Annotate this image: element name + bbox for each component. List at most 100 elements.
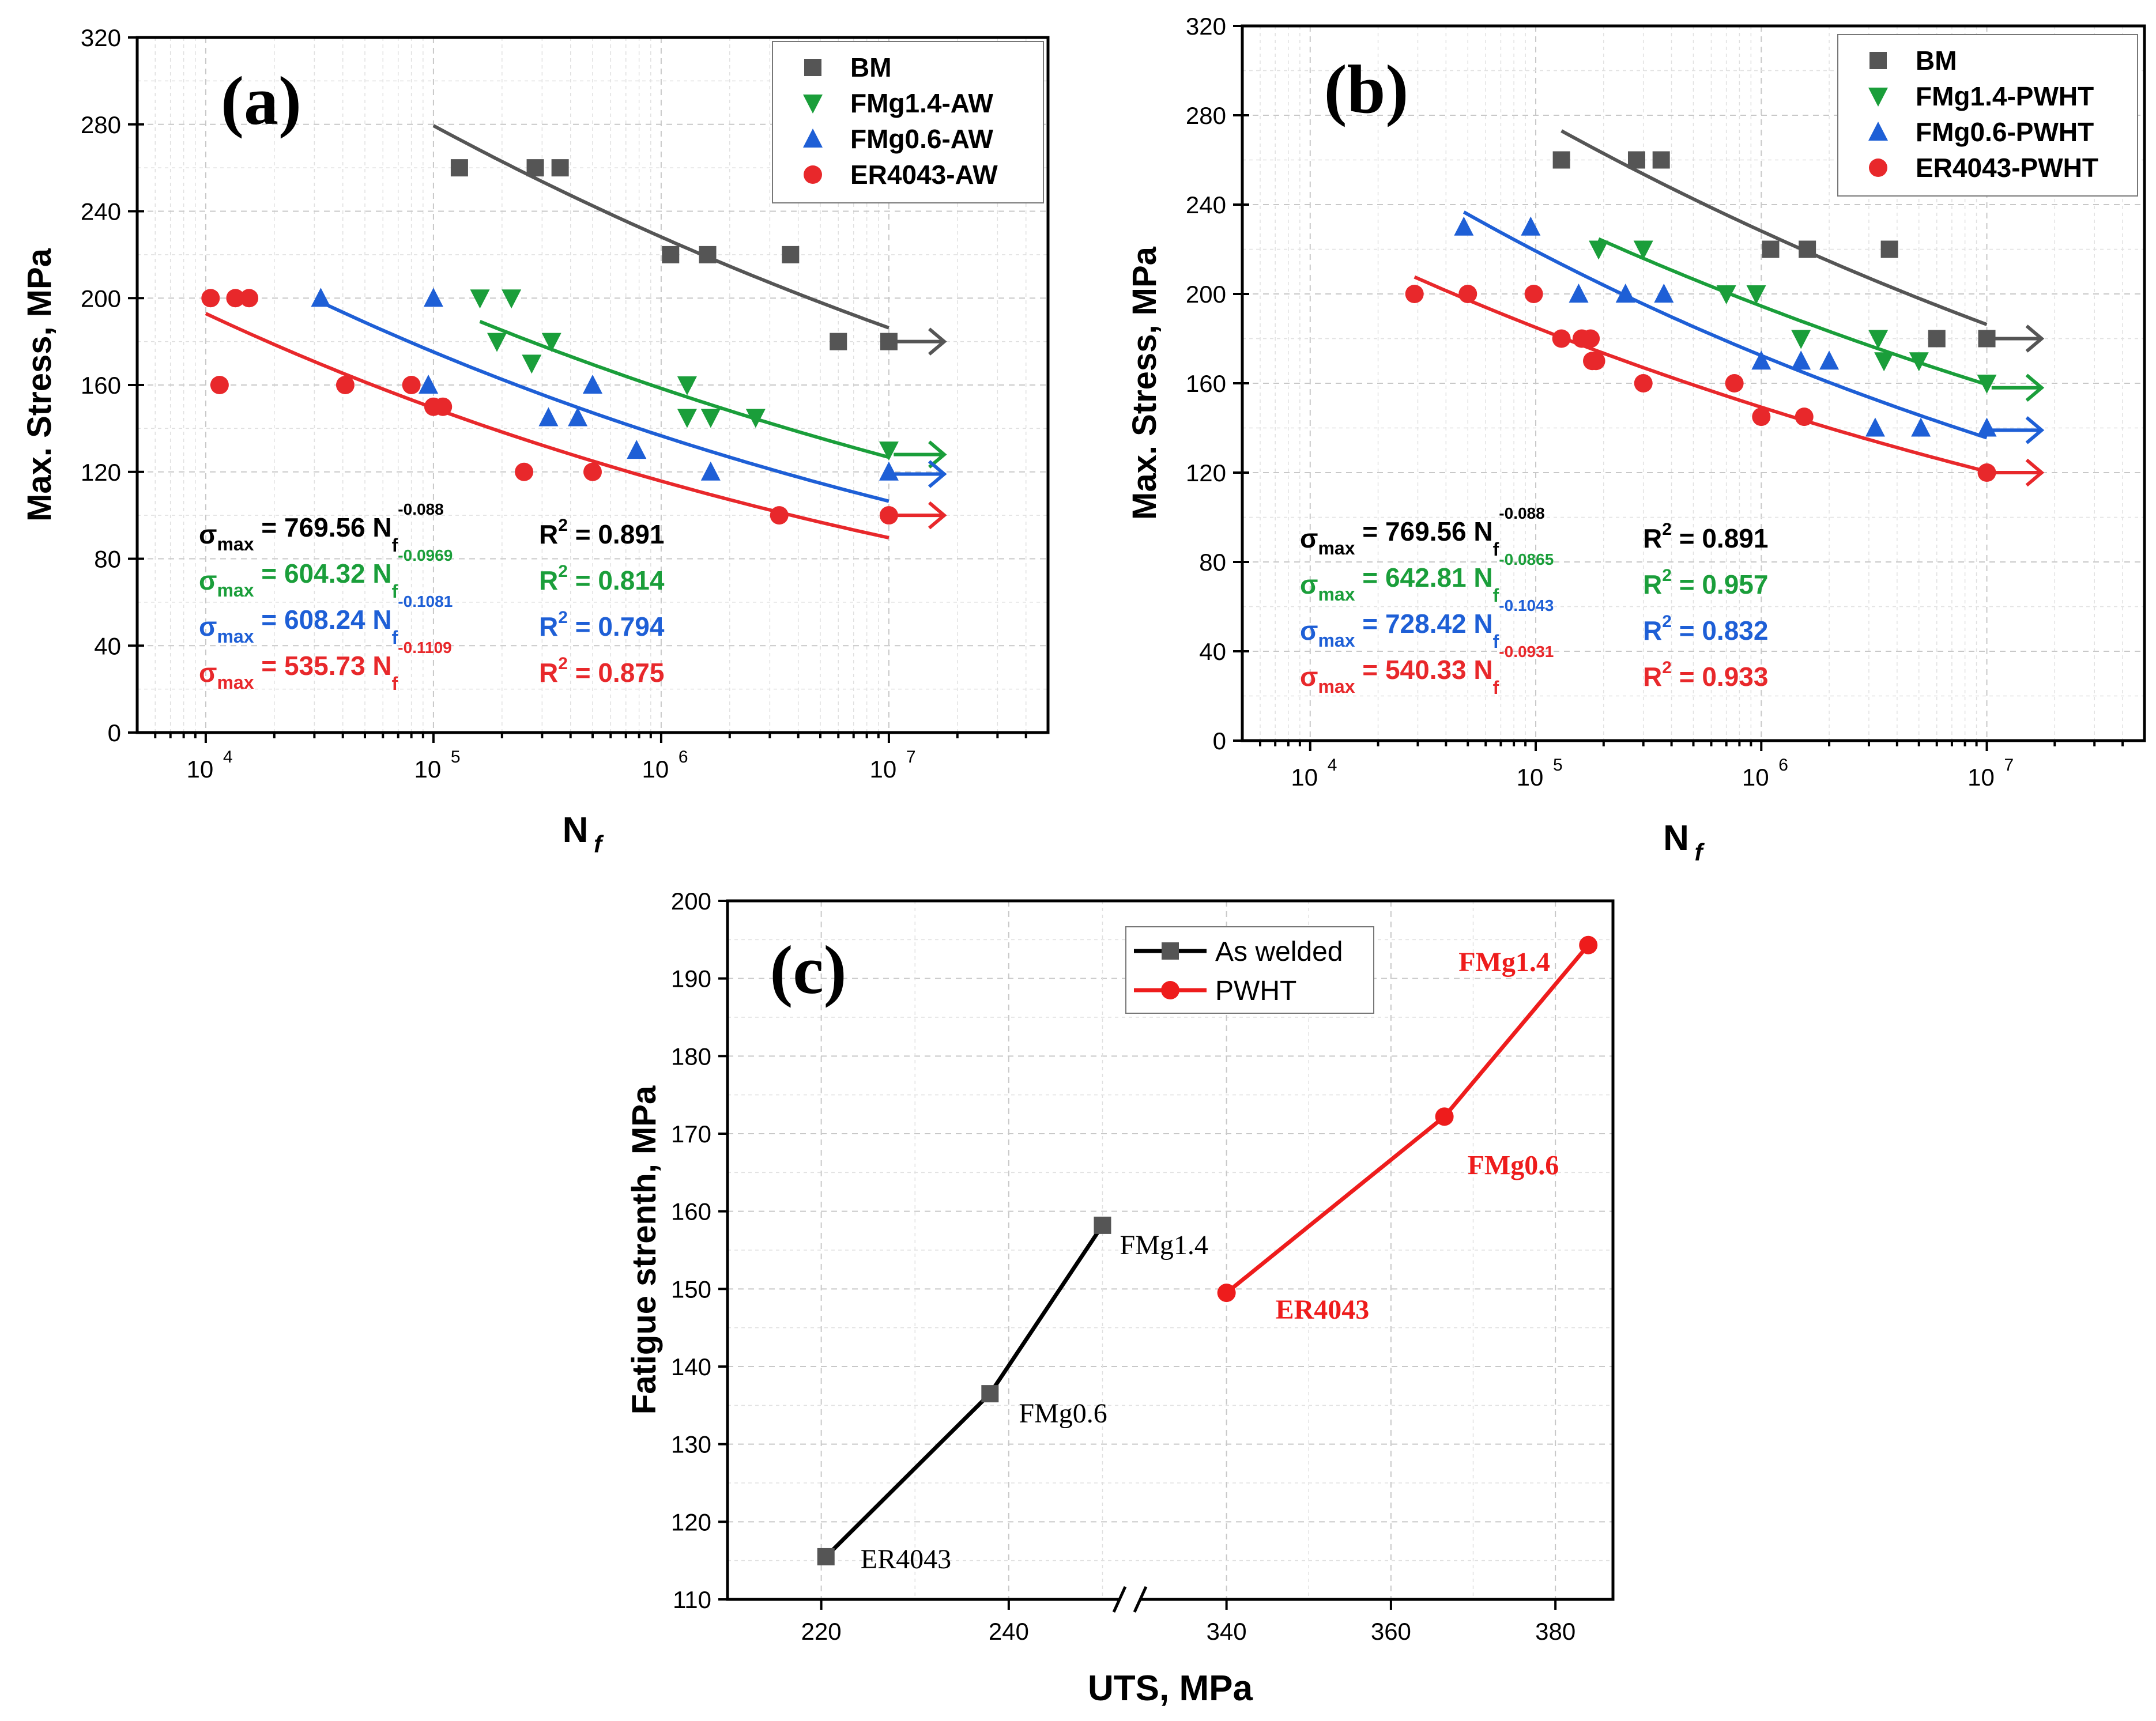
r-squared: R2 = 0.794 — [539, 608, 665, 641]
x-axis-title-sub: f — [1695, 839, 1705, 866]
data-point — [1819, 350, 1840, 370]
y-tick-label: 320 — [1186, 13, 1226, 40]
y-tick-label: 80 — [1199, 549, 1226, 576]
data-point — [201, 289, 220, 308]
runout-arrow-head — [928, 501, 947, 530]
legend-box — [1837, 34, 2138, 197]
y-tick-label: 280 — [81, 111, 121, 138]
data-point — [677, 409, 697, 428]
runout-arrow-head — [2025, 458, 2045, 487]
runout-arrow-head — [2025, 416, 2045, 444]
y-tick-label: 140 — [671, 1353, 711, 1380]
data-point — [336, 376, 355, 394]
point-label: FMg1.4 — [1120, 1230, 1208, 1260]
legend-label: ER4043-PWHT — [1916, 153, 2098, 183]
axis-break-mark — [1133, 1586, 1148, 1613]
y-tick-label: 120 — [1186, 459, 1226, 486]
data-point — [1615, 284, 1635, 303]
data-point — [551, 159, 569, 177]
runout-arrow-head — [2025, 373, 2045, 402]
r-squared: R2 = 0.814 — [539, 562, 665, 595]
x-tick-exponent: 5 — [1553, 756, 1563, 775]
data-point — [226, 289, 245, 308]
data-point — [541, 333, 561, 352]
y-tick-label: 40 — [94, 632, 121, 659]
data-point — [210, 376, 229, 394]
y-tick-label: 200 — [1186, 281, 1226, 308]
legend-label: BM — [850, 52, 892, 82]
panel-label: (a) — [221, 62, 301, 139]
legend-label: FMg1.4-PWHT — [1916, 81, 2094, 111]
fit-curve — [432, 124, 889, 330]
y-tick-label: 200 — [81, 285, 121, 312]
data-point — [700, 461, 721, 481]
x-tick-label: 10 — [1291, 764, 1318, 791]
legend-marker — [1869, 158, 1887, 177]
data-point — [487, 333, 507, 352]
y-tick-label: 160 — [1186, 370, 1226, 397]
data-point — [1751, 350, 1771, 370]
fit-equation: σmax = 769.56 Nf-0.088 — [1300, 504, 1545, 560]
data-point — [1977, 463, 1996, 482]
runout-arrow-head — [2025, 324, 2045, 353]
y-axis-title: Max. Stress, MPa — [21, 248, 58, 522]
data-point — [1094, 1216, 1111, 1234]
point-label: FMg0.6 — [1468, 1150, 1559, 1180]
x-tick-label: 10 — [1517, 764, 1544, 791]
data-point — [1928, 330, 1946, 348]
x-tick-label: 10 — [1742, 764, 1769, 791]
legend-marker — [1161, 981, 1179, 999]
y-axis-title: Fatigue strenth, MPa — [625, 1085, 663, 1414]
legend-marker — [1162, 942, 1179, 960]
legend-marker — [1868, 88, 1888, 107]
y-tick-label: 280 — [1186, 102, 1226, 129]
data-point — [568, 407, 588, 427]
r-squared: R2 = 0.832 — [1643, 612, 1768, 646]
data-point — [402, 376, 421, 394]
y-axis-title: Max. Stress, MPa — [1126, 246, 1163, 520]
legend-label: BM — [1916, 46, 1957, 76]
panel-label: (b) — [1324, 51, 1409, 127]
y-tick-label: 180 — [671, 1043, 711, 1070]
point-label: ER4043 — [861, 1544, 951, 1575]
data-point — [1569, 284, 1589, 303]
runout-arrow-head — [928, 327, 947, 356]
x-axis-title: N — [1663, 818, 1689, 858]
data-point — [1909, 352, 1929, 372]
data-point — [1586, 352, 1605, 371]
data-point — [419, 375, 439, 394]
data-point — [1874, 352, 1894, 372]
data-point — [502, 289, 522, 309]
point-label: FMg1.4 — [1458, 947, 1550, 978]
data-point — [583, 375, 602, 394]
data-point — [1716, 285, 1736, 304]
fit-curve — [1463, 210, 1988, 440]
data-point — [1217, 1284, 1236, 1303]
x-axis-title: N — [563, 810, 589, 850]
fit-equation: σmax = 604.32 Nf-0.0969 — [199, 546, 453, 602]
data-point — [470, 289, 490, 309]
point-label: ER4043 — [1276, 1294, 1370, 1325]
data-point — [830, 333, 847, 350]
data-point — [538, 407, 559, 427]
fit-equation: σmax = 769.56 Nf-0.088 — [199, 500, 444, 556]
data-point — [662, 246, 680, 263]
legend-marker — [1869, 52, 1887, 69]
x-tick-exponent: 5 — [451, 748, 461, 767]
data-point — [879, 441, 899, 461]
legend-marker — [803, 129, 823, 148]
data-point — [879, 506, 898, 525]
runout-arrow-head — [928, 440, 947, 469]
legend-label: As welded — [1215, 937, 1343, 967]
data-point — [1521, 216, 1541, 236]
panel-label: (c) — [770, 931, 846, 1008]
data-point — [1634, 374, 1653, 392]
legend-marker — [804, 165, 822, 184]
data-point — [1977, 375, 1997, 394]
y-tick-label: 240 — [81, 198, 121, 225]
legend-label: FMg0.6-PWHT — [1916, 117, 2094, 147]
legend-marker — [1868, 122, 1888, 141]
y-tick-label: 0 — [108, 719, 121, 746]
x-tick-label: 220 — [801, 1618, 842, 1645]
